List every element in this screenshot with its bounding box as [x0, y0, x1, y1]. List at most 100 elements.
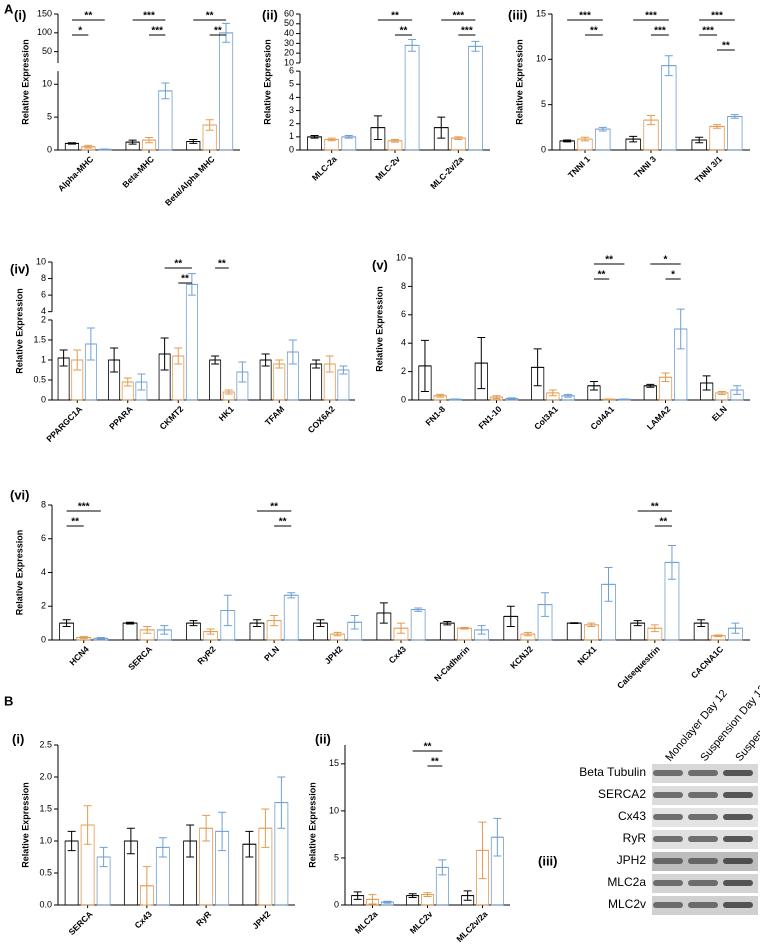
error-bar [186, 138, 200, 144]
y-axis-label: Relative Expression [514, 39, 524, 125]
bar [439, 622, 455, 641]
bar [122, 622, 138, 641]
error-bar [451, 136, 466, 140]
x-tick-label: Col3A1 [532, 404, 560, 432]
error-bar [65, 142, 79, 145]
blot-row-label: MLC2a [607, 875, 646, 889]
error-bar [258, 808, 272, 848]
blot-row-label: JPH2 [617, 853, 647, 867]
error-bar [124, 827, 138, 855]
x-tick-label: SERCA [126, 644, 154, 672]
y-tick-label: 1.5 [39, 803, 52, 813]
error-bar [475, 337, 488, 390]
error-bar [209, 355, 221, 365]
error-bar [159, 337, 171, 371]
error-bar [520, 631, 535, 637]
bar [566, 622, 582, 641]
bar [283, 594, 299, 641]
error-bar [97, 846, 111, 868]
error-bar [457, 626, 472, 630]
y-tick-label: 8 [41, 499, 46, 509]
blot-band [723, 770, 753, 776]
bar [457, 627, 472, 641]
y-tick-label: 1.5 [33, 334, 46, 344]
error-bar [505, 397, 518, 400]
y-tick-label: 1 [289, 131, 294, 141]
error-bar [81, 144, 96, 149]
error-bar [433, 393, 447, 398]
y-tick-label: 4 [41, 567, 46, 577]
error-bar [76, 636, 91, 639]
y-tick-label: 50 [42, 46, 52, 56]
y-tick-label: 30 [284, 38, 294, 48]
error-bar [587, 381, 601, 391]
y-tick-label: 60 [284, 8, 294, 18]
error-bar [157, 625, 172, 635]
y-tick-label: 2 [41, 601, 46, 611]
blot-band [653, 836, 683, 842]
significance-label: * [671, 270, 675, 281]
blot-band [723, 792, 753, 798]
x-tick-label: RyR [194, 909, 213, 928]
y-tick-label: 6 [41, 289, 46, 299]
y-tick-label: 15 [329, 758, 339, 768]
panel-label: (iii) [508, 7, 528, 22]
panel-label: (vi) [10, 487, 30, 502]
significance-label: *** [711, 11, 723, 22]
bar [341, 136, 357, 151]
error-bar [436, 859, 449, 876]
y-tick-label: 4 [289, 92, 294, 102]
error-bar [236, 361, 248, 383]
error-bar [140, 866, 154, 906]
error-bar [405, 38, 420, 52]
panel-label: (ii) [315, 731, 331, 746]
x-tick-label: LAMA2 [645, 404, 673, 432]
significance-label: ** [218, 259, 226, 270]
x-tick-label: MLC2v/2a [454, 909, 489, 944]
y-tick-label: 5 [334, 852, 339, 862]
error-bar [664, 545, 679, 580]
error-bar [215, 811, 229, 852]
significance-label: *** [452, 11, 464, 22]
error-bar [434, 116, 449, 139]
x-tick-label: JPH2 [322, 644, 344, 666]
blot-band [653, 902, 683, 908]
error-bar [156, 837, 170, 858]
error-bar [337, 365, 349, 375]
blot-row-label: Cx43 [618, 809, 646, 823]
error-bar [474, 625, 489, 635]
bar [310, 363, 323, 401]
significance-label: ** [424, 742, 432, 753]
blot-band [723, 814, 753, 820]
error-bar [661, 55, 677, 77]
error-bar [728, 622, 743, 634]
significance-label: *** [645, 11, 657, 22]
x-tick-label: CACNA1C [689, 644, 725, 680]
error-bar [122, 377, 134, 387]
significance-label: ** [431, 757, 439, 768]
blot-band [653, 814, 683, 820]
x-tick-label: MLC-2v [373, 154, 402, 183]
significance-label: *** [143, 11, 155, 22]
blot-band [653, 880, 683, 886]
y-tick-label: 0.0 [39, 899, 52, 909]
significance-label: ** [181, 274, 189, 285]
significance-label: * [664, 255, 668, 266]
blot-band [688, 902, 718, 908]
y-tick-label: 1.0 [39, 835, 52, 845]
y-tick-label: 4 [41, 306, 46, 316]
y-tick-label: 2 [289, 118, 294, 128]
significance-label: ** [590, 26, 598, 37]
error-bar [93, 636, 108, 640]
error-bar [691, 136, 707, 144]
y-tick-label: 5 [47, 112, 52, 122]
error-bar [260, 353, 272, 367]
bar [209, 359, 222, 401]
x-tick-label: ELN [710, 404, 729, 423]
error-bar [267, 615, 282, 627]
blot-column-label: Monolayer Day 12 [663, 688, 730, 764]
y-tick-label: 1 [41, 354, 46, 364]
y-axis-label: Relative Expression [14, 288, 24, 374]
y-tick-label: 8 [41, 273, 46, 283]
